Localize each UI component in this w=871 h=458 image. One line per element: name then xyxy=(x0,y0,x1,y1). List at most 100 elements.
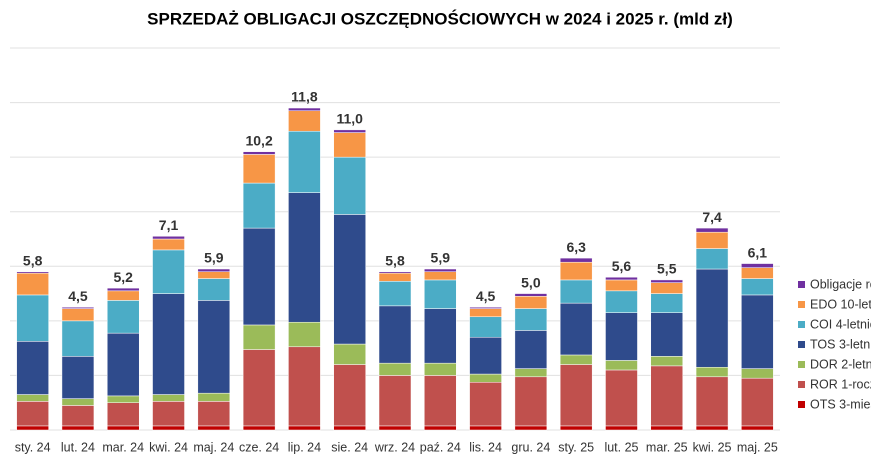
bar-segment xyxy=(152,236,185,240)
bar-segment xyxy=(424,279,457,309)
bar-segment xyxy=(152,425,185,431)
total-label: 5,8 xyxy=(23,252,43,268)
bar-segment xyxy=(16,425,49,431)
bar-segment xyxy=(378,281,412,307)
legend-label: COI 4-letnie xyxy=(810,317,871,331)
bar-segment xyxy=(378,375,412,427)
bar-segment xyxy=(424,268,457,272)
bar-segment xyxy=(605,369,638,427)
bar-segment xyxy=(695,248,729,270)
chart-title: SPRZEDAŻ OBLIGACJI OSZCZĘDNOŚCIOWYCH w 2… xyxy=(147,9,733,28)
bar-segment xyxy=(514,368,548,378)
total-label: 5,8 xyxy=(385,252,405,268)
bar-segment xyxy=(514,376,548,427)
total-label: 5,9 xyxy=(431,250,451,266)
x-tick-label: mar. 25 xyxy=(646,440,688,454)
bar-segment xyxy=(106,402,140,427)
bar-segment xyxy=(61,308,95,322)
bar-segment xyxy=(61,398,95,406)
bar-segment xyxy=(288,130,321,193)
bar-segment xyxy=(197,401,231,427)
bar-segment xyxy=(242,425,276,431)
bar-segment xyxy=(61,356,95,399)
x-tick-label: cze. 24 xyxy=(239,440,279,454)
bar-segment xyxy=(514,293,548,297)
total-label: 6,1 xyxy=(748,244,768,260)
bar-segment xyxy=(152,238,185,251)
bar-segment xyxy=(559,425,593,431)
bar-segment xyxy=(197,425,231,431)
bar-segment xyxy=(333,214,366,345)
bar-segment xyxy=(378,271,412,274)
bar-segment xyxy=(650,356,684,367)
total-label: 4,5 xyxy=(68,288,88,304)
bar-segment xyxy=(695,231,729,249)
bar-segment xyxy=(650,282,684,294)
bar-segment xyxy=(650,279,684,283)
x-tick-label: maj. 25 xyxy=(737,440,778,454)
bar-segment xyxy=(242,154,276,184)
bar-segment xyxy=(242,227,276,326)
bar-segment xyxy=(559,261,593,281)
bar-segment xyxy=(514,296,548,309)
total-label: 7,1 xyxy=(159,217,179,233)
bar-segment xyxy=(469,308,502,318)
bar-segment xyxy=(741,294,774,369)
total-label: 10,2 xyxy=(245,132,272,148)
bar-segment xyxy=(424,271,457,281)
total-label: 11,0 xyxy=(336,111,363,127)
bar-segment xyxy=(61,405,95,427)
bar-segment xyxy=(106,287,140,292)
total-label: 5,6 xyxy=(612,258,632,274)
total-label: 5,2 xyxy=(114,269,134,285)
bar-segment xyxy=(695,268,729,368)
bar-segment xyxy=(559,279,593,304)
bar-segment xyxy=(605,279,638,292)
bar-segment xyxy=(152,394,185,402)
legend-label: TOS 3-letnie xyxy=(810,337,871,351)
bar-segment xyxy=(424,425,457,431)
bar-segment xyxy=(695,366,729,378)
bar-segment xyxy=(741,377,774,427)
bar-segment xyxy=(605,425,638,431)
bar-segment xyxy=(559,364,593,427)
bar-segment xyxy=(469,373,502,383)
bar-segment xyxy=(106,395,140,403)
bar-segment xyxy=(242,324,276,350)
total-label: 11,8 xyxy=(291,89,318,105)
x-tick-label: sty. 24 xyxy=(15,440,51,454)
bar-segment xyxy=(16,394,49,402)
bar-segment xyxy=(197,392,231,402)
bar-segment xyxy=(106,300,140,334)
bar-segment xyxy=(741,263,774,268)
bar-segment xyxy=(61,425,95,431)
bar-segment xyxy=(288,321,321,348)
bar-segment xyxy=(650,425,684,431)
bar-segment xyxy=(333,156,366,215)
bar-segment xyxy=(741,278,774,296)
bar-segment xyxy=(469,336,502,375)
bar-segment xyxy=(152,249,185,294)
x-tick-label: mar. 24 xyxy=(102,440,144,454)
bar-segment xyxy=(16,341,49,395)
bar-segment xyxy=(514,425,548,431)
bar-segment xyxy=(469,306,502,309)
bar-segment xyxy=(16,294,49,342)
legend-label: OTS 3-miesięczne xyxy=(810,397,871,411)
bar-segment xyxy=(333,364,366,427)
bar-segment xyxy=(152,293,185,395)
x-tick-label: lip. 24 xyxy=(288,440,321,454)
bar-segment xyxy=(106,425,140,431)
bar-segment xyxy=(695,227,729,233)
bar-segment xyxy=(288,192,321,323)
legend-label: EDO 10-letnie xyxy=(810,297,871,311)
bar-segment xyxy=(333,425,366,431)
legend-label: DOR 2-letnie xyxy=(810,357,871,371)
bar-segment xyxy=(605,312,638,361)
bar-segment xyxy=(469,316,502,338)
bar-segment xyxy=(242,182,276,229)
bar-segment xyxy=(378,425,412,431)
bar-segment xyxy=(378,305,412,364)
x-tick-label: lut. 25 xyxy=(604,440,638,454)
